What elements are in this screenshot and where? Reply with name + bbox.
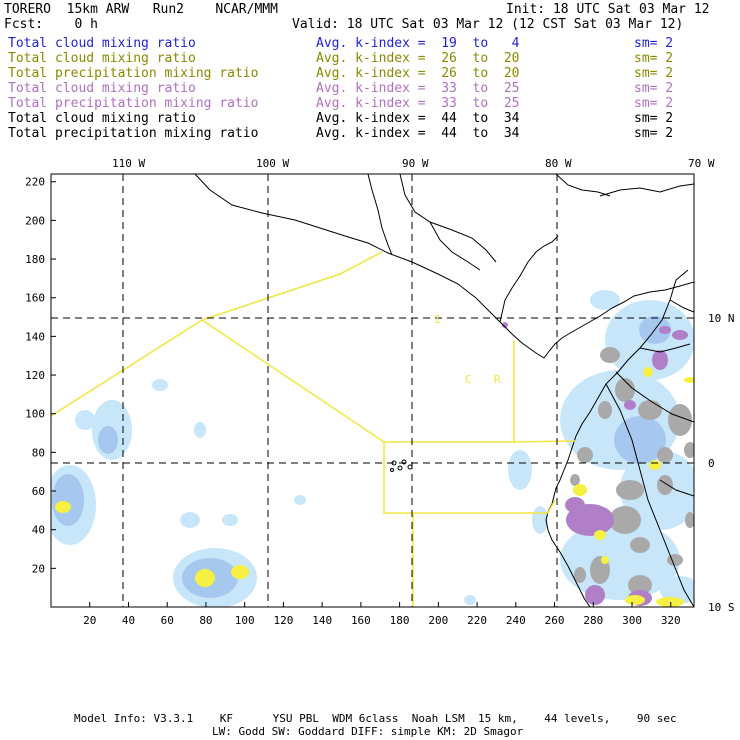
y-tick-label: 40 [32, 524, 45, 537]
legend-row-index: Avg. k-index = 44 to 34 [316, 111, 520, 126]
annotation-label: R [494, 373, 501, 386]
y-axis-ticks: 20 40 60 80 100 120 140 160 180 200 220 [25, 176, 56, 575]
x-axis-ticks: 20 40 60 80 100 120 140 160 180 200 220 240 260 280 30… [83, 602, 681, 627]
x-tick-label: 100 [235, 614, 255, 627]
lon-label: 80 W [545, 157, 572, 170]
legend-row-index: Avg. k-index = 33 to 25 [316, 96, 520, 111]
x-tick-label: 40 [122, 614, 135, 627]
plot-frame [50, 173, 695, 608]
legend-row-field: Total precipitation mixing ratio [8, 96, 259, 111]
init-time: Init: 18 UTC Sat 03 Mar 12 [506, 2, 710, 17]
map-fields [51, 174, 694, 607]
annotation-label: C [465, 373, 472, 386]
valid-time: Valid: 18 UTC Sat 03 Mar 12 (12 CST Sat … [292, 17, 684, 32]
x-tick-label: 320 [661, 614, 681, 627]
legend-row-sm: sm= 2 [634, 81, 674, 96]
x-tick-label: 160 [351, 614, 371, 627]
model-info: Model Info: V3.3.1 KF YSU PBL WDM 6class… [74, 712, 677, 725]
legend-row-field: Total precipitation mixing ratio [8, 66, 259, 81]
annotation-label: I [434, 313, 441, 326]
lat-label: 10 S [708, 601, 735, 614]
forecast-hour: Fcst: 0 h [4, 17, 98, 32]
lon-label: 90 W [402, 157, 429, 170]
precip-mixing-ratio-gray [570, 347, 694, 595]
lat-lon-grid [51, 174, 694, 607]
galapagos-islands [390, 459, 413, 472]
legend-row-field: Total cloud mixing ratio [8, 51, 196, 66]
x-tick-label: 60 [161, 614, 174, 627]
x-tick-label: 20 [83, 614, 96, 627]
longitude-labels: 110 W 100 W 90 W 80 W 70 W [112, 157, 715, 170]
lon-label: 110 W [112, 157, 145, 170]
model-title: TORERO 15km ARW Run2 NCAR/MMM [4, 2, 278, 17]
legend-row-sm: sm= 2 [634, 96, 674, 111]
y-tick-label: 100 [25, 408, 45, 421]
legend-row-sm: sm= 2 [634, 66, 674, 81]
x-tick-label: 260 [545, 614, 565, 627]
legend-row-index: Avg. k-index = 26 to 20 [316, 51, 520, 66]
legend-row-index: Avg. k-index = 26 to 20 [316, 66, 520, 81]
coastlines [194, 174, 694, 607]
map-annotations: I C R [434, 313, 501, 386]
legend-row-index: Avg. k-index = 19 to 4 [316, 36, 520, 51]
lat-label: 10 N [708, 312, 735, 325]
x-tick-label: 240 [506, 614, 526, 627]
legend-row-sm: sm= 2 [634, 36, 674, 51]
y-tick-label: 80 [32, 446, 45, 459]
y-tick-label: 120 [25, 369, 45, 382]
legend-row-field: Total precipitation mixing ratio [8, 126, 259, 141]
legend-row-sm: sm= 2 [634, 111, 674, 126]
legend-row-field: Total cloud mixing ratio [8, 81, 196, 96]
x-tick-label: 140 [312, 614, 332, 627]
x-tick-label: 180 [390, 614, 410, 627]
x-tick-label: 220 [467, 614, 487, 627]
y-tick-label: 20 [32, 562, 45, 575]
y-tick-label: 160 [25, 292, 45, 305]
x-tick-label: 120 [273, 614, 293, 627]
lat-label: 0 [708, 457, 715, 470]
x-tick-label: 280 [583, 614, 603, 627]
x-tick-label: 80 [199, 614, 212, 627]
physics-info: LW: Godd SW: Goddard DIFF: simple KM: 2D… [212, 725, 524, 738]
legend-row-index: Avg. k-index = 33 to 25 [316, 81, 520, 96]
legend-row-index: Avg. k-index = 44 to 34 [316, 126, 520, 141]
x-tick-label: 200 [428, 614, 448, 627]
y-tick-label: 220 [25, 176, 45, 189]
legend-row-field: Total cloud mixing ratio [8, 111, 196, 126]
legend-row-sm: sm= 2 [634, 126, 674, 141]
legend-row-field: Total cloud mixing ratio [8, 36, 196, 51]
y-tick-label: 180 [25, 253, 45, 266]
legend-row-sm: sm= 2 [634, 51, 674, 66]
y-tick-label: 200 [25, 214, 45, 227]
lon-label: 70 W [688, 157, 715, 170]
region-boundaries [51, 251, 576, 607]
latitude-labels: 10 N 0 10 S [708, 312, 735, 614]
y-tick-label: 140 [25, 330, 45, 343]
lon-label: 100 W [256, 157, 289, 170]
y-tick-label: 60 [32, 485, 45, 498]
x-tick-label: 300 [622, 614, 642, 627]
